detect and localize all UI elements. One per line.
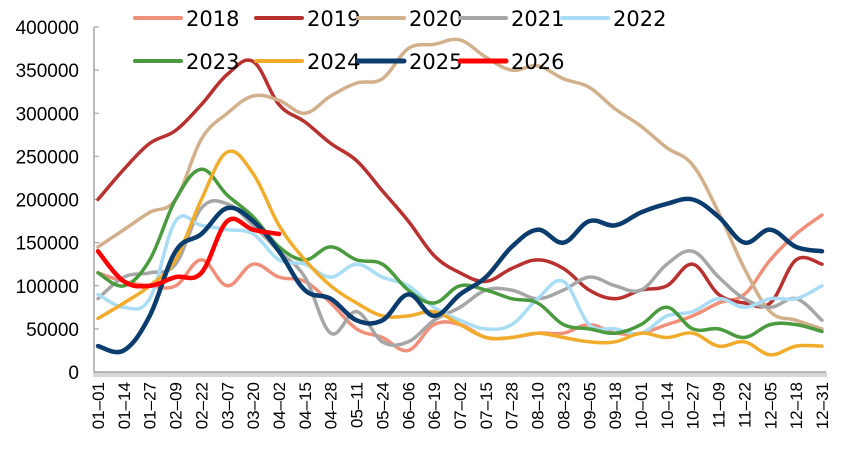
legend-label: 2022 bbox=[613, 7, 666, 31]
legend-label: 2021 bbox=[511, 7, 564, 31]
legend-item-2018: 2018 bbox=[133, 7, 239, 31]
y-tick-label: 150000 bbox=[16, 234, 79, 255]
legend: 2018 2019 2020 2021 2022 2023 2024 2025 2026 bbox=[133, 7, 666, 74]
series-line-2025 bbox=[95, 196, 825, 355]
x-axis-ticks: 01–01 01–14 01–27 02–09 02–22 03–07 03–20 04–02… bbox=[89, 382, 832, 429]
legend-item-2022: 2022 bbox=[560, 7, 666, 31]
x-axis-minor-ticks bbox=[93, 372, 827, 377]
x-tick-label: 11–22 bbox=[735, 382, 754, 428]
x-tick-label: 04–02 bbox=[270, 382, 289, 429]
series-line-2020 bbox=[96, 37, 824, 331]
x-tick-label: 03–20 bbox=[244, 382, 263, 429]
x-tick-label: 10–27 bbox=[684, 382, 703, 429]
y-tick-label: 50000 bbox=[26, 320, 79, 341]
x-tick-label: 12–31 bbox=[813, 382, 832, 429]
x-tick-label: 04–28 bbox=[322, 382, 341, 429]
x-tick-label: 01–14 bbox=[115, 382, 134, 429]
legend-item-2020: 2020 bbox=[356, 7, 462, 31]
series-line-2021 bbox=[96, 198, 824, 348]
x-tick-label: 07–28 bbox=[503, 382, 522, 429]
series-lines bbox=[95, 37, 825, 357]
y-tick-label: 350000 bbox=[16, 61, 79, 82]
x-tick-label: 12–18 bbox=[787, 382, 806, 429]
legend-label: 2024 bbox=[307, 50, 360, 74]
x-tick-label: 12–05 bbox=[761, 382, 780, 429]
series-line-2026 bbox=[95, 216, 282, 289]
x-tick-label: 03–07 bbox=[218, 382, 237, 429]
x-tick-label: 02–09 bbox=[167, 382, 186, 429]
legend-item-2024: 2024 bbox=[254, 50, 360, 74]
y-axis-ticks: 0 50000 100000 150000 200000 250000 300000 3500… bbox=[16, 18, 99, 384]
y-tick-label: 0 bbox=[68, 363, 79, 384]
legend-item-2025: 2025 bbox=[355, 50, 462, 74]
x-tick-label: 01–01 bbox=[89, 382, 108, 429]
x-tick-label: 06–06 bbox=[399, 382, 418, 429]
x-tick-label: 05–11 bbox=[348, 382, 367, 428]
legend-label: 2025 bbox=[409, 50, 462, 74]
legend-item-2021: 2021 bbox=[458, 7, 564, 31]
y-tick-label: 200000 bbox=[16, 191, 79, 212]
legend-item-2019: 2019 bbox=[254, 7, 360, 31]
legend-label: 2023 bbox=[186, 50, 239, 74]
series-line-2024 bbox=[96, 149, 824, 357]
x-tick-label: 07–02 bbox=[451, 382, 470, 429]
y-tick-label: 100000 bbox=[16, 277, 79, 298]
series-line-2019 bbox=[96, 58, 824, 309]
x-tick-label: 11–09 bbox=[710, 382, 729, 428]
axes bbox=[93, 27, 827, 377]
legend-label: 2026 bbox=[511, 50, 564, 74]
x-tick-label: 07–15 bbox=[477, 382, 496, 429]
x-tick-label: 08–10 bbox=[529, 382, 548, 429]
legend-label: 2019 bbox=[307, 7, 360, 31]
x-tick-label: 08–23 bbox=[554, 382, 573, 429]
x-tick-label: 09–05 bbox=[580, 382, 599, 429]
legend-item-2023: 2023 bbox=[133, 50, 239, 74]
x-tick-label: 10–14 bbox=[658, 382, 677, 429]
x-tick-label: 05–24 bbox=[373, 382, 392, 429]
legend-label: 2018 bbox=[186, 7, 239, 31]
series-line-2022 bbox=[96, 214, 824, 336]
legend-item-2026: 2026 bbox=[457, 50, 564, 74]
x-tick-label: 09–18 bbox=[606, 382, 625, 429]
series-line-2023 bbox=[96, 167, 824, 340]
x-tick-label: 04–15 bbox=[296, 382, 315, 429]
y-tick-label: 250000 bbox=[16, 147, 79, 168]
y-tick-label: 300000 bbox=[16, 104, 79, 125]
x-tick-label: 06–19 bbox=[425, 382, 444, 429]
legend-label: 2020 bbox=[409, 7, 462, 31]
x-tick-label: 10–01 bbox=[632, 382, 651, 429]
x-tick-label: 01–27 bbox=[141, 382, 160, 429]
y-tick-label: 400000 bbox=[16, 18, 79, 39]
x-tick-label: 02–22 bbox=[192, 382, 211, 429]
